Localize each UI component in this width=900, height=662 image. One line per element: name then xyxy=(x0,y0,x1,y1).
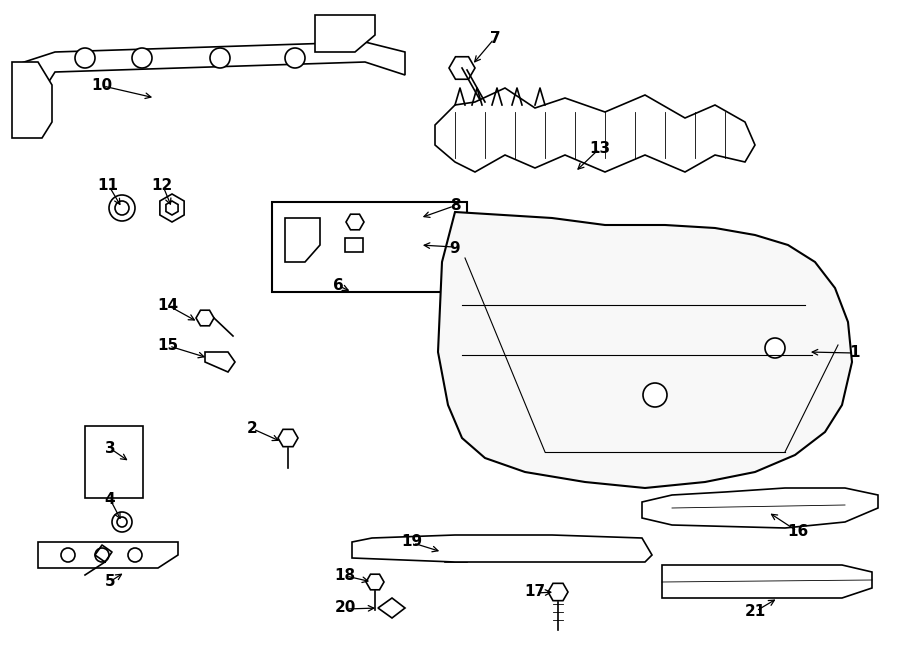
Text: 21: 21 xyxy=(744,604,766,620)
PathPatch shape xyxy=(438,212,852,488)
Circle shape xyxy=(115,201,129,215)
Circle shape xyxy=(210,48,230,68)
FancyBboxPatch shape xyxy=(272,202,467,292)
Text: 5: 5 xyxy=(104,575,115,589)
Circle shape xyxy=(128,548,142,562)
Text: 1: 1 xyxy=(850,344,860,359)
Text: 16: 16 xyxy=(788,524,808,540)
Circle shape xyxy=(75,48,95,68)
Circle shape xyxy=(643,383,667,407)
Text: 4: 4 xyxy=(104,493,115,508)
Polygon shape xyxy=(166,201,178,215)
Circle shape xyxy=(109,195,135,221)
Text: 8: 8 xyxy=(450,197,460,213)
Text: 13: 13 xyxy=(590,140,610,156)
Polygon shape xyxy=(449,57,475,79)
PathPatch shape xyxy=(352,535,652,562)
Polygon shape xyxy=(366,574,384,590)
Polygon shape xyxy=(160,194,184,222)
Text: 2: 2 xyxy=(247,420,257,436)
Text: 11: 11 xyxy=(97,177,119,193)
Bar xyxy=(445,547,467,562)
PathPatch shape xyxy=(435,88,755,172)
Text: 19: 19 xyxy=(401,534,423,549)
Bar xyxy=(85,426,143,498)
Text: 15: 15 xyxy=(158,338,178,352)
Circle shape xyxy=(765,338,785,358)
Text: 18: 18 xyxy=(335,567,356,583)
Circle shape xyxy=(61,548,75,562)
PathPatch shape xyxy=(662,565,872,598)
Polygon shape xyxy=(378,598,405,618)
Circle shape xyxy=(112,512,132,532)
Polygon shape xyxy=(205,352,235,372)
PathPatch shape xyxy=(642,488,878,528)
Polygon shape xyxy=(196,310,214,326)
PathPatch shape xyxy=(285,218,320,262)
Text: 9: 9 xyxy=(450,240,460,256)
Polygon shape xyxy=(346,214,364,230)
Circle shape xyxy=(95,548,109,562)
Text: 12: 12 xyxy=(151,177,173,193)
Circle shape xyxy=(285,48,305,68)
Bar xyxy=(345,238,363,252)
PathPatch shape xyxy=(12,62,52,138)
Text: 7: 7 xyxy=(490,30,500,46)
Text: 3: 3 xyxy=(104,440,115,455)
Polygon shape xyxy=(548,583,568,600)
Text: 17: 17 xyxy=(525,585,545,600)
Circle shape xyxy=(117,517,127,527)
Text: 10: 10 xyxy=(92,77,112,93)
PathPatch shape xyxy=(15,42,405,135)
Text: 6: 6 xyxy=(333,277,344,293)
Circle shape xyxy=(132,48,152,68)
PathPatch shape xyxy=(38,542,178,568)
Text: 14: 14 xyxy=(158,297,178,312)
Text: 20: 20 xyxy=(334,600,356,616)
Polygon shape xyxy=(278,430,298,447)
PathPatch shape xyxy=(315,15,375,52)
